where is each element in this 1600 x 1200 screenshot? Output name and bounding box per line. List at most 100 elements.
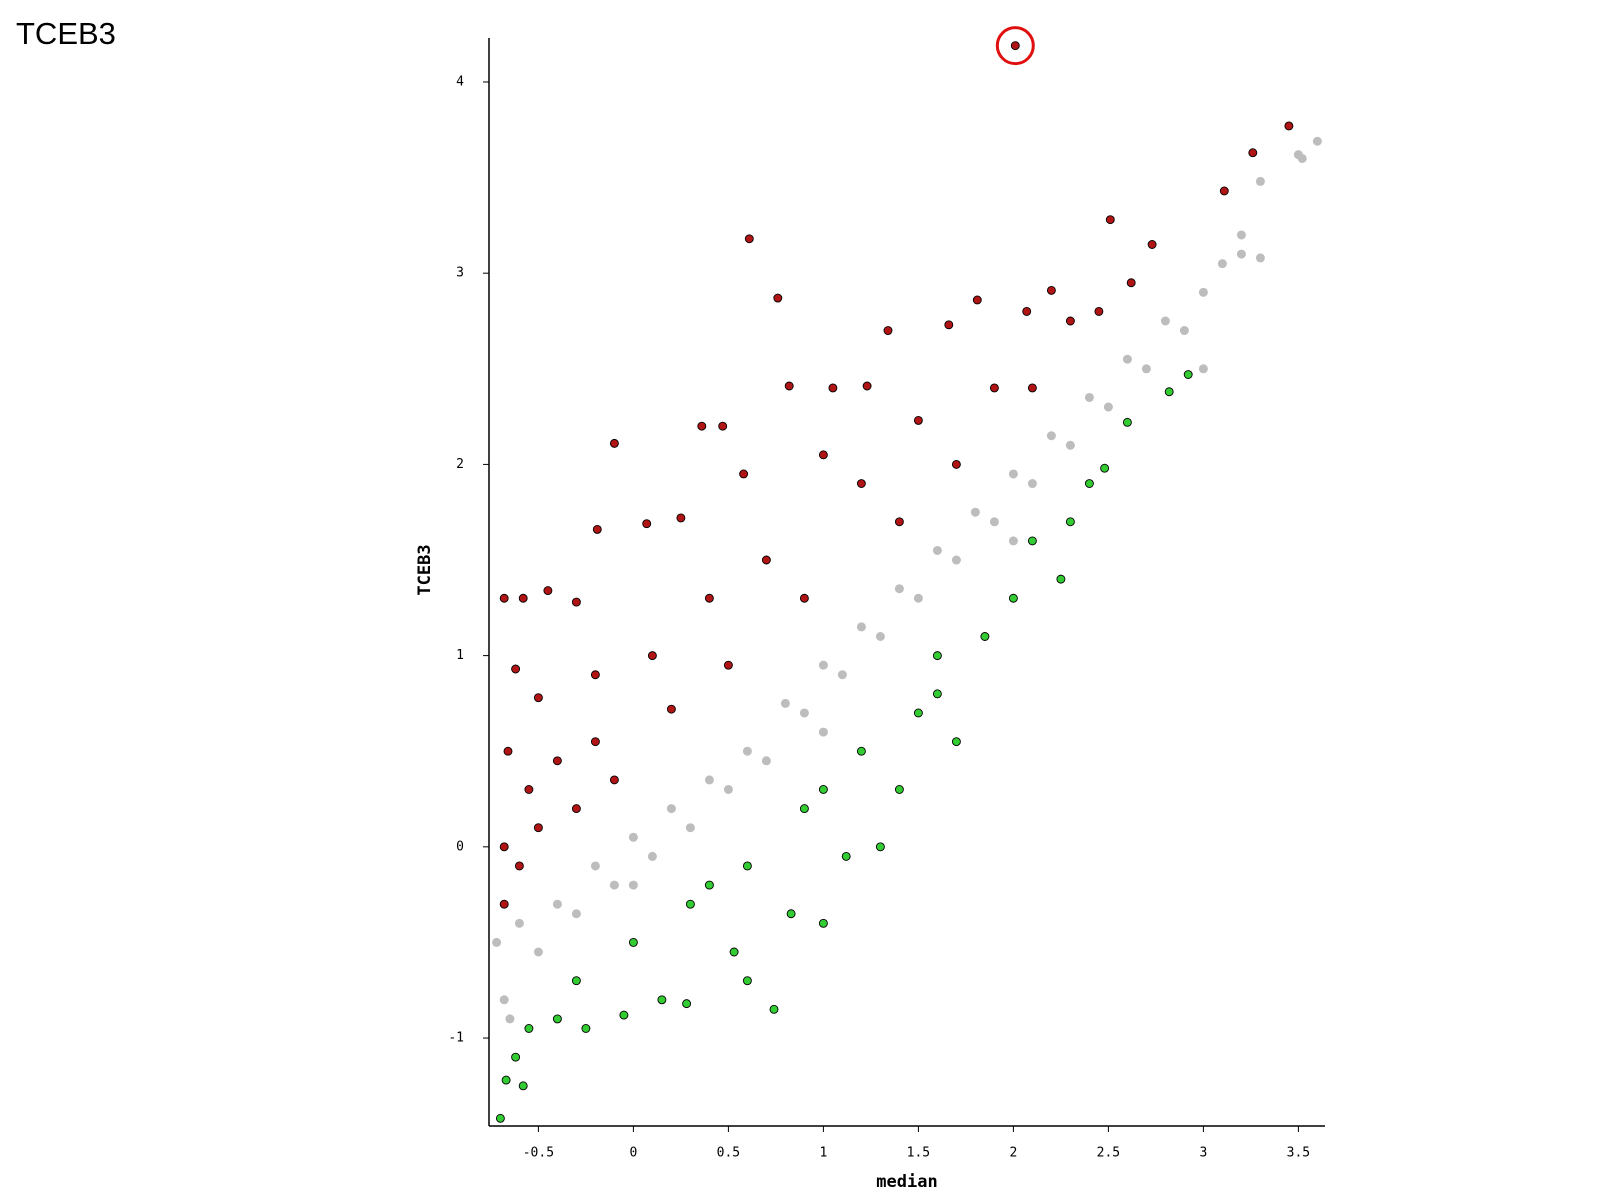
data-point	[590, 670, 600, 680]
data-point	[856, 622, 866, 632]
data-point	[1103, 402, 1113, 412]
data-point	[799, 593, 809, 603]
data-point	[499, 593, 509, 603]
data-point	[723, 784, 733, 794]
data-point	[514, 861, 524, 871]
y-tick-label: 0	[456, 839, 464, 854]
data-point	[647, 851, 657, 861]
data-point	[1126, 278, 1136, 288]
data-point	[875, 842, 885, 852]
data-point	[1312, 136, 1322, 146]
data-point	[894, 517, 904, 527]
data-point	[590, 861, 600, 871]
data-point	[1100, 463, 1110, 473]
data-point	[1065, 517, 1075, 527]
x-tick-label: -0.5	[523, 1146, 554, 1161]
data-point	[592, 524, 602, 534]
x-tick-label: 2.5	[1097, 1146, 1120, 1161]
data-point	[647, 651, 657, 661]
data-point	[1179, 326, 1189, 336]
data-point	[1027, 536, 1037, 546]
data-point	[682, 999, 692, 1009]
data-point	[511, 1052, 521, 1062]
data-point	[1198, 287, 1208, 297]
data-point	[818, 450, 828, 460]
data-point	[1094, 306, 1104, 316]
data-point	[1141, 364, 1151, 374]
data-point	[980, 632, 990, 641]
data-point	[499, 899, 509, 909]
data-point	[894, 785, 904, 794]
y-tick-label: 1	[456, 648, 464, 663]
data-point	[729, 947, 739, 957]
data-point	[742, 746, 752, 756]
data-point	[1046, 285, 1056, 295]
data-point	[1027, 479, 1037, 489]
data-point	[1236, 230, 1246, 240]
data-point	[944, 320, 954, 330]
data-point	[609, 880, 619, 890]
data-point	[1008, 536, 1018, 546]
data-point	[685, 899, 695, 909]
data-point	[1284, 121, 1294, 131]
data-point	[932, 545, 942, 555]
data-point	[704, 880, 714, 890]
data-point	[1248, 148, 1258, 158]
y-tick-label: 4	[456, 74, 464, 89]
data-point	[1198, 364, 1208, 374]
data-point	[552, 1014, 562, 1024]
data-point	[856, 746, 866, 756]
data-point	[780, 698, 790, 708]
data-point	[499, 995, 509, 1005]
data-point	[697, 421, 707, 431]
data-point	[837, 670, 847, 680]
data-point	[1084, 392, 1094, 402]
data-point	[1008, 593, 1018, 603]
data-point	[989, 383, 999, 393]
data-point	[1122, 354, 1132, 364]
y-tick-label: 3	[456, 266, 464, 281]
data-point	[784, 381, 794, 391]
data-point	[1164, 387, 1174, 397]
x-tick-label: 3	[1199, 1146, 1207, 1161]
data-point	[533, 947, 543, 957]
data-point	[1160, 316, 1170, 326]
y-tick-label: -1	[448, 1031, 464, 1046]
data-point	[552, 899, 562, 909]
data-point	[505, 1014, 515, 1024]
data-point	[628, 937, 638, 947]
y-tick-label: 2	[456, 457, 464, 472]
data-point	[744, 234, 754, 244]
data-point	[818, 660, 828, 670]
data-point	[518, 1081, 528, 1091]
x-tick-label: 3.5	[1287, 1146, 1310, 1161]
data-point	[970, 507, 980, 517]
data-point	[492, 937, 502, 947]
data-point	[742, 861, 752, 871]
page-title: TCEB3	[16, 16, 116, 51]
data-point	[1147, 240, 1157, 249]
data-point	[609, 438, 619, 448]
data-point	[511, 664, 521, 674]
data-point	[571, 909, 581, 919]
data-point	[723, 660, 733, 670]
data-point	[571, 804, 581, 814]
data-point	[1027, 383, 1037, 393]
data-point	[666, 804, 676, 814]
data-point	[875, 631, 885, 641]
data-point	[533, 693, 543, 703]
data-point	[1065, 440, 1075, 450]
data-point	[742, 976, 752, 986]
data-point	[786, 909, 796, 919]
data-point	[1105, 215, 1115, 225]
data-point	[1219, 186, 1229, 196]
data-point	[1065, 316, 1075, 326]
x-tick-label: 0	[629, 1146, 637, 1161]
data-point	[501, 1075, 511, 1085]
data-point	[571, 597, 581, 607]
data-point	[1183, 370, 1193, 379]
data-point	[619, 1010, 629, 1020]
data-point	[609, 775, 619, 785]
data-point	[799, 708, 809, 718]
data-point	[657, 995, 667, 1005]
